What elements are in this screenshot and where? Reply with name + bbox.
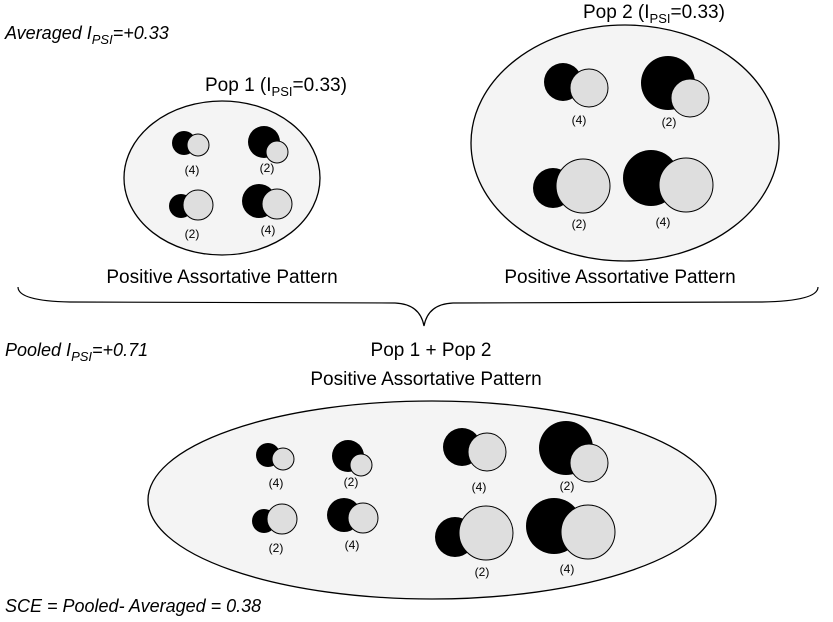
combined-pair-7-count: (2) [475,565,490,579]
combined-pair-4-grey-circle [347,502,379,534]
combined-pair-3-count: (2) [269,541,284,555]
averaged-label: Averaged IPSI=+0.33 [4,23,169,47]
pop2-pair-3-grey-circle [555,158,611,214]
combined-pair-8: (4) [526,498,616,576]
pop1-pair-3-grey-circle [182,189,214,221]
pop1-pair-3-count: (2) [185,227,200,241]
combined-pair-5-grey-circle [467,432,507,472]
pop2-pair-4: (4) [623,150,714,229]
combined-ellipse [147,400,717,600]
combined-pair-4: (4) [327,498,379,552]
pop1-pair-3: (2) [169,189,214,241]
pop2-title: Pop 2 (IPSI=0.33) [583,2,725,26]
sce-label: SCE = Pooled- Averaged = 0.38 [5,596,261,616]
pop1-pair-4: (4) [242,184,293,237]
pop2-pair-2: (2) [641,56,710,129]
pop1-pair-1-count: (4) [185,163,200,177]
combined-pair-4-count: (4) [345,538,360,552]
pop2-pair-4-count: (4) [656,215,671,229]
pop2-pair-1-count: (4) [572,113,587,127]
combined-pair-2-count: (2) [344,475,359,489]
combined-pair-8-grey-circle [560,504,616,560]
pop1-pair-2-count: (2) [260,161,275,175]
pop1-title: Pop 1 (IPSI=0.33) [205,75,347,99]
combined-pair-2-grey-circle [349,453,373,477]
pop1-pair-1: (4) [172,131,210,177]
pop2-pair-1: (4) [544,63,609,127]
pop1-pair-4-grey-circle [261,188,293,220]
combined-pair-5-count: (4) [472,480,487,494]
pop2-pair-4-grey-circle [658,157,714,213]
combined-pair-6-count: (2) [560,479,575,493]
combined-pair-3: (2) [252,503,298,555]
pop1-pair-2: (2) [248,126,289,175]
combined-pair-6: (2) [539,421,609,493]
pop2-pair-3-count: (2) [572,217,587,231]
pop2-pair-1-grey-circle [569,68,609,108]
pop1-pair-4-count: (4) [261,223,276,237]
combined-pair-7: (2) [435,505,514,579]
pop1-pair-1-grey-circle [186,133,210,157]
pop2-ellipse [470,24,780,262]
pop1-pair-2-grey-circle [265,140,289,164]
pop2-pair-3: (2) [533,158,611,231]
pop1-pattern-label: Positive Assortative Pattern [106,267,337,288]
pop2-pair-2-count: (2) [662,115,677,129]
pooled-label: Pooled IPSI=+0.71 [5,340,148,364]
combined-pair-5: (4) [443,428,507,494]
grouping-brace [17,286,819,327]
pop2-pair-2-grey-circle [670,78,710,118]
pop2-pattern-label: Positive Assortative Pattern [504,267,735,288]
combined-pair-3-grey-circle [266,503,298,535]
combined-pair-1-grey-circle [271,447,295,471]
combined-pair-7-grey-circle [458,505,514,561]
combined-pair-8-count: (4) [560,562,575,576]
combined-pair-1-count: (4) [269,476,284,490]
combined-pair-2: (2) [332,440,373,489]
combined-pair-1: (4) [256,443,295,490]
combined-title: Pop 1 + Pop 2 [371,340,492,361]
combined-pair-6-grey-circle [569,443,609,483]
combined-pattern-label: Positive Assortative Pattern [310,369,541,390]
pop1-ellipse [123,100,321,256]
